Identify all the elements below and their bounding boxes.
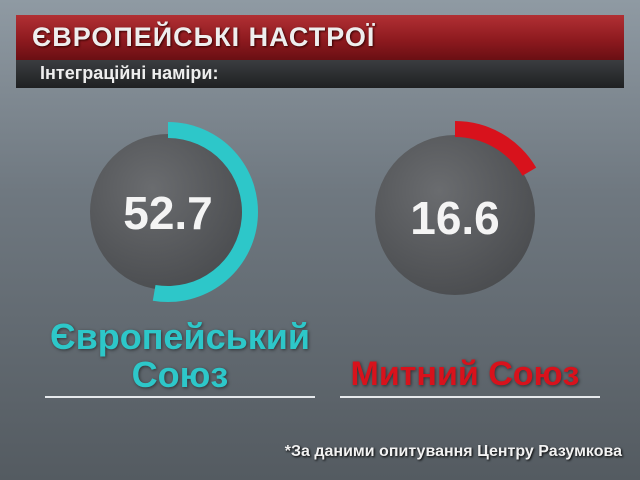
gauge-eu: 52.7 xyxy=(90,122,259,302)
subtitle-bar xyxy=(16,60,624,88)
title-bar xyxy=(16,15,624,60)
divider-customs-union xyxy=(340,396,600,398)
series-label-eu-line2: Союз xyxy=(131,354,229,395)
series-label-eu-line1: Європейський xyxy=(49,316,311,357)
gauge-value-eu: 52.7 xyxy=(123,187,213,239)
gauge-arc-customs-union xyxy=(455,121,537,176)
page-title: ЄВРОПЕЙСЬКІ НАСТРОЇ xyxy=(32,22,376,52)
gauge-arc-eu xyxy=(152,122,259,302)
footnote: *За даними опитування Центру Разумкова xyxy=(284,443,622,460)
gauge-customs-union: 16.6 xyxy=(375,121,537,295)
gauge-disc xyxy=(375,135,535,295)
series-label-customs-union: Митний Союз xyxy=(350,355,580,393)
divider-eu xyxy=(45,396,315,398)
page-subtitle: Інтеграційні наміри: xyxy=(40,63,219,83)
gauge-value-customs-union: 16.6 xyxy=(410,192,500,244)
gauge-disc xyxy=(90,134,246,290)
series-label-eu: Європейський Союз xyxy=(40,318,320,394)
